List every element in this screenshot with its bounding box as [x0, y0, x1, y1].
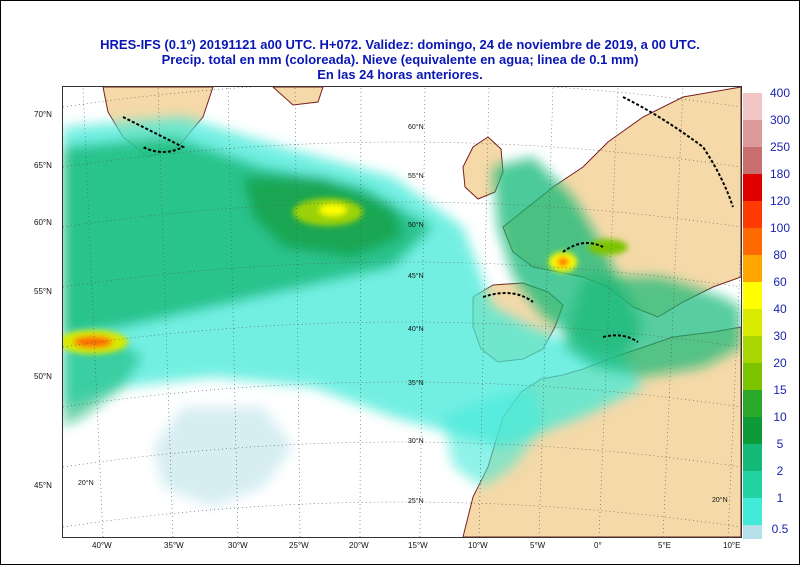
legend-label-180: 180 [769, 167, 791, 181]
inner-lat-25n: 25°N [408, 498, 424, 505]
legend-swatch-300 [743, 120, 762, 147]
lon-label-20w: 20°W [349, 541, 369, 550]
legend-swatch-100 [743, 228, 762, 255]
legend-swatch-400 [743, 93, 762, 120]
lat-label-50n: 50°N [34, 372, 52, 381]
legend-label-400: 400 [769, 86, 791, 100]
legend-swatch-10 [743, 417, 762, 444]
legend-label-250: 250 [769, 140, 791, 154]
legend-swatch-20 [743, 363, 762, 390]
lat-label-45n: 45°N [34, 481, 52, 490]
lon-label-35w: 35°W [164, 541, 184, 550]
lon-label-25w: 25°W [289, 541, 309, 550]
legend-label-120: 120 [769, 194, 791, 208]
inner-lat-60n: 60°N [408, 124, 424, 131]
legend-label-100: 100 [769, 221, 791, 235]
inner-corner-20n-left: 20°N [78, 480, 94, 487]
inner-corner-20n-right: 20°N [712, 497, 728, 504]
precipitation-map [62, 86, 742, 538]
title-line-2: Precip. total en mm (coloreada). Nieve (… [161, 52, 639, 67]
legend-swatch-15 [743, 390, 762, 417]
legend-label-10: 10 [773, 410, 787, 424]
legend-label-40: 40 [773, 302, 787, 316]
legend-swatch-250 [743, 147, 762, 174]
inner-lat-35n: 35°N [408, 380, 424, 387]
legend-swatch-30 [743, 336, 762, 363]
legend-label-2: 2 [776, 464, 784, 478]
lat-label-60n: 60°N [34, 218, 52, 227]
legend-swatch-2 [743, 471, 762, 498]
legend-label-1: 1 [776, 491, 784, 505]
legend-swatch-1 [743, 498, 762, 525]
lon-label-5e: 5°E [658, 541, 671, 550]
legend-label-0-5: 0.5 [771, 522, 789, 536]
inner-lat-45n: 45°N [408, 273, 424, 280]
legend-label-60: 60 [773, 275, 787, 289]
snow-contours [122, 96, 734, 343]
graticule [63, 87, 741, 537]
map-canvas [63, 87, 741, 537]
inner-lat-55n: 55°N [408, 173, 424, 180]
inner-lat-50n: 50°N [408, 222, 424, 229]
legend-swatch-180 [743, 174, 762, 201]
lon-label-15w: 15°W [408, 541, 428, 550]
lon-label-10w: 10°W [468, 541, 488, 550]
legend-swatch-120 [743, 201, 762, 228]
legend-swatch-0-5 [743, 525, 762, 539]
lat-label-55n: 55°N [34, 287, 52, 296]
title-line-3: En las 24 horas anteriores. [317, 67, 483, 82]
legend-swatch-40 [743, 309, 762, 336]
legend-label-15: 15 [773, 383, 787, 397]
heavy-precip-cores [63, 198, 628, 354]
legend-label-300: 300 [769, 113, 791, 127]
legend-label-5: 5 [776, 437, 784, 451]
lat-label-65n: 65°N [34, 161, 52, 170]
title-line-1: HRES-IFS (0.1º) 20191121 a00 UTC. H+072.… [100, 37, 700, 52]
lon-label-5w: 5°W [530, 541, 546, 550]
inner-lat-30n: 30°N [408, 438, 424, 445]
lon-label-30w: 30°W [228, 541, 248, 550]
legend-swatch-5 [743, 444, 762, 471]
legend-swatch-60 [743, 282, 762, 309]
legend-label-20: 20 [773, 356, 787, 370]
inner-lat-40n: 40°N [408, 326, 424, 333]
legend-swatch-80 [743, 255, 762, 282]
legend-label-80: 80 [773, 248, 787, 262]
lon-label-40w: 40°W [92, 541, 112, 550]
legend-label-30: 30 [773, 329, 787, 343]
lat-label-70n: 70°N [34, 110, 52, 119]
iceland-land [272, 87, 324, 106]
lon-label-10e: 10°E [723, 541, 741, 550]
lon-label-0: 0° [594, 541, 602, 550]
